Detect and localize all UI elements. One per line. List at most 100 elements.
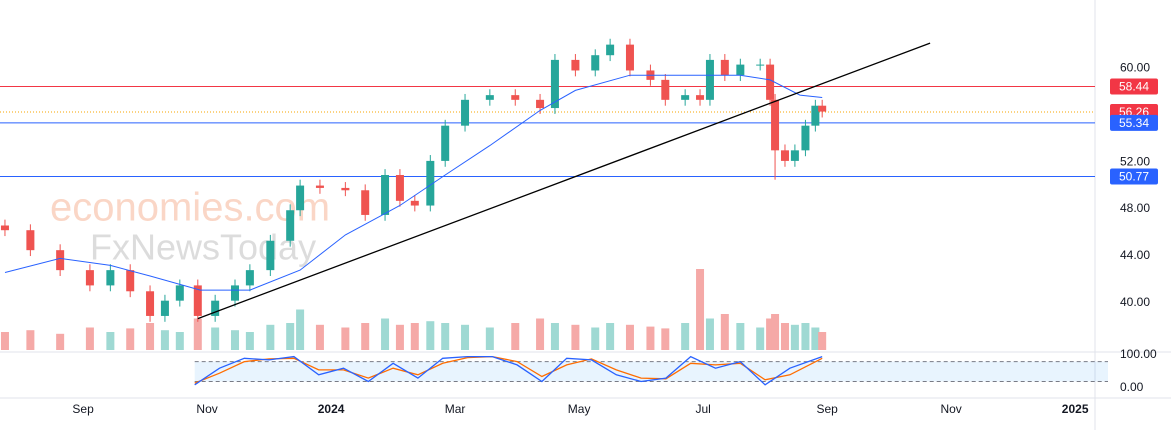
moving-average	[4, 74, 823, 291]
candle-body	[381, 175, 390, 215]
candle-body	[211, 300, 220, 316]
trendline	[197, 42, 931, 320]
volume-bar	[211, 327, 220, 350]
volume-bar	[0, 332, 9, 350]
candle-body	[790, 150, 799, 161]
x-tick-label: May	[568, 402, 591, 416]
x-tick-label: Nov	[196, 402, 217, 416]
x-tick-label: Nov	[940, 402, 961, 416]
candle-body	[426, 160, 435, 206]
volume-bar	[245, 332, 254, 350]
volume-bar	[696, 269, 705, 350]
candle-body	[571, 59, 580, 71]
volume-bar	[395, 324, 404, 350]
volume-bar	[591, 327, 600, 350]
candle-body	[801, 125, 810, 151]
candle-body	[245, 270, 254, 286]
volume-bar	[266, 324, 275, 350]
candle-body	[811, 105, 820, 126]
candle-body	[550, 59, 559, 109]
volume-bar	[720, 314, 729, 350]
candle-body	[106, 270, 115, 286]
volume-bar	[126, 328, 135, 350]
volume-bar	[511, 323, 520, 350]
candle-body	[175, 285, 184, 301]
candle-body	[485, 95, 494, 100]
candle-body	[26, 230, 35, 251]
candle-body	[296, 185, 305, 211]
candle-body	[720, 59, 729, 76]
candle-body	[818, 105, 827, 112]
volume-bar	[811, 327, 820, 350]
volume-bar	[606, 323, 615, 350]
candle-body	[441, 125, 450, 161]
candle-body	[766, 64, 775, 100]
volume-bar	[193, 318, 202, 350]
x-tick-label: Sep	[72, 402, 94, 416]
candle-body	[56, 250, 65, 271]
stoch-tick-label: 0.00	[1120, 380, 1144, 394]
price-label: 55.34	[1119, 116, 1149, 130]
volume-bar	[441, 323, 450, 350]
volume-bar	[361, 323, 370, 350]
y-tick-label: 52.00	[1120, 154, 1150, 168]
volume-bar	[766, 318, 775, 350]
volume-bar	[536, 318, 545, 350]
volume-bar	[146, 323, 155, 350]
candle-body	[705, 59, 714, 100]
stoch-band	[194, 361, 1109, 382]
volume-bar	[705, 318, 714, 350]
volume-bar	[646, 326, 655, 350]
volume-bar	[485, 327, 494, 350]
x-tick-label: Sep	[816, 402, 838, 416]
candle-body	[230, 285, 239, 301]
y-tick-label: 40.00	[1120, 295, 1150, 309]
price-label-box	[1110, 78, 1158, 95]
y-tick-label: 60.00	[1120, 60, 1150, 74]
y-tick-label: 44.00	[1120, 248, 1150, 262]
candle-body	[146, 291, 155, 316]
watermark: economies.com	[50, 186, 330, 230]
candle-body	[661, 79, 670, 100]
candle-body	[625, 44, 634, 71]
volume-bar	[381, 318, 390, 350]
volume-bar	[756, 327, 765, 350]
candle-body	[536, 99, 545, 109]
candle-body	[361, 190, 370, 215]
volume-bar	[175, 332, 184, 350]
volume-bar	[286, 323, 295, 350]
candle-body	[606, 44, 615, 56]
price-label-box	[1110, 168, 1158, 185]
volume-bar	[571, 324, 580, 350]
price-label: 58.44	[1119, 80, 1149, 94]
price-label-box	[1110, 114, 1158, 131]
candle-body	[0, 225, 9, 231]
volume-bar	[771, 314, 780, 350]
volume-bar	[26, 330, 35, 350]
candle-body	[461, 99, 470, 126]
volume-bar	[315, 324, 324, 350]
candle-body	[315, 185, 324, 188]
price-label: 50.77	[1119, 170, 1149, 184]
stoch-k	[194, 355, 823, 386]
volume-bar	[461, 324, 470, 350]
candle-body	[511, 95, 520, 100]
candle-body	[160, 300, 169, 316]
volume-bar	[681, 323, 690, 350]
x-tick-label: Mar	[445, 402, 466, 416]
candle-body	[736, 64, 745, 76]
volume-bar	[106, 332, 115, 350]
volume-bar	[625, 324, 634, 350]
candle-body	[193, 285, 202, 316]
candle-body	[341, 187, 350, 191]
volume-bar	[56, 333, 65, 350]
volume-bar	[801, 323, 810, 350]
candle-body	[756, 64, 765, 66]
volume-bar	[736, 323, 745, 350]
volume-bar	[818, 332, 827, 350]
volume-bar	[85, 327, 94, 350]
volume-bar	[341, 327, 350, 350]
volume-bar	[426, 321, 435, 350]
watermark: FxNewsToday	[90, 227, 316, 268]
